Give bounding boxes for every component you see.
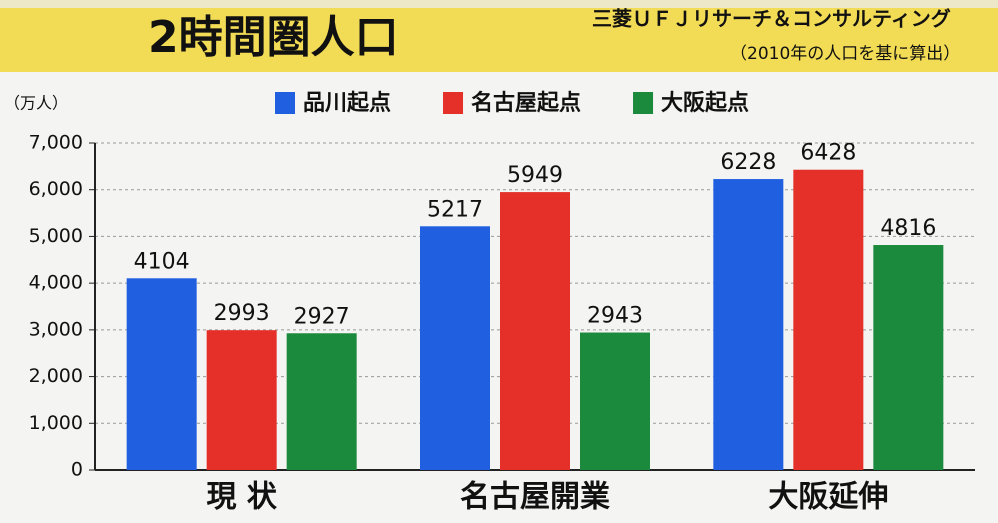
bar bbox=[873, 245, 944, 470]
header-top bbox=[0, 0, 998, 8]
chart-title: 2時間圏人口 bbox=[148, 12, 399, 63]
bar bbox=[580, 332, 650, 470]
value-label: 5949 bbox=[507, 163, 563, 188]
y-tick-label: 4,000 bbox=[29, 272, 83, 294]
bar bbox=[206, 330, 277, 470]
y-tick-label: 2,000 bbox=[29, 365, 83, 387]
bar bbox=[286, 333, 357, 470]
bar bbox=[793, 169, 864, 470]
bar bbox=[713, 179, 784, 471]
value-label: 2943 bbox=[587, 304, 643, 329]
legend-swatch bbox=[633, 92, 654, 114]
value-label: 2927 bbox=[294, 304, 350, 329]
x-tick-label: 名古屋開業 bbox=[460, 480, 610, 515]
value-label: 5217 bbox=[427, 197, 483, 222]
subtitle: （2010年の人口を基に算出） bbox=[730, 44, 960, 64]
source: 三菱ＵＦＪリサーチ＆コンサルティング bbox=[592, 7, 951, 31]
value-label: 6428 bbox=[800, 141, 856, 166]
value-label: 6228 bbox=[720, 150, 776, 175]
y-tick-label: 0 bbox=[71, 459, 83, 481]
legend-label: 品川起点 bbox=[303, 90, 391, 116]
y-axis-unit: （万人） bbox=[4, 94, 68, 113]
x-tick-label: 大阪延伸 bbox=[768, 480, 888, 515]
value-label: 2993 bbox=[214, 301, 270, 326]
bar bbox=[126, 278, 197, 470]
legend-label: 大阪起点 bbox=[661, 90, 749, 116]
value-label: 4104 bbox=[134, 249, 190, 274]
y-tick-label: 6,000 bbox=[29, 178, 83, 200]
legend-swatch bbox=[275, 92, 295, 114]
y-tick-label: 7,000 bbox=[29, 132, 83, 154]
legend-label: 名古屋起点 bbox=[471, 90, 581, 116]
bar bbox=[420, 226, 490, 470]
y-tick-label: 1,000 bbox=[29, 412, 83, 434]
bar bbox=[500, 192, 570, 470]
y-tick-label: 5,000 bbox=[29, 225, 83, 247]
y-tick-label: 3,000 bbox=[29, 318, 83, 340]
value-label: 4816 bbox=[880, 216, 936, 241]
legend-swatch bbox=[443, 92, 464, 114]
x-tick-label: 現 状 bbox=[206, 480, 277, 515]
header-band bbox=[0, 0, 998, 72]
